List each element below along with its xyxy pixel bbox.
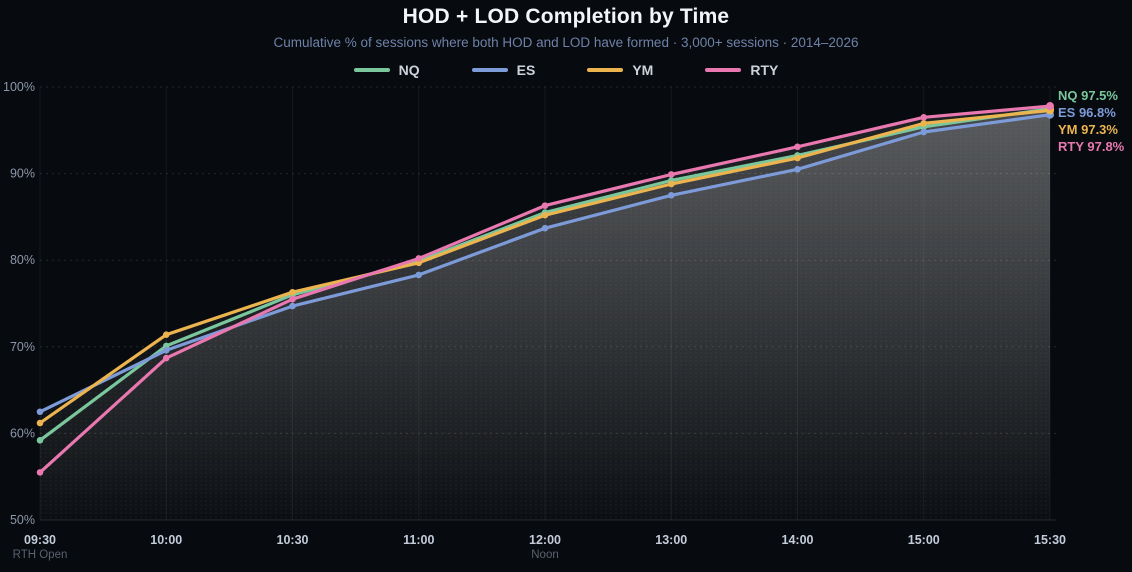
data-point-ym-13:00 — [667, 180, 675, 188]
legend-swatch-rty-icon — [705, 68, 742, 72]
x-tick-label-10:30: 10:30 — [277, 533, 309, 547]
x-tick-label-15:00: 15:00 — [908, 533, 940, 547]
chart-legend: NQ ES YM RTY — [0, 62, 1132, 78]
data-point-rty-13:00 — [667, 171, 675, 178]
x-context-label-rth-open: RTH Open — [13, 549, 68, 561]
x-tick-label-15:30: 15:30 — [1034, 533, 1066, 547]
x-tick-label-09:30: 09:30 — [24, 533, 56, 547]
data-point-ym-10:30 — [289, 288, 296, 296]
data-point-rty-10:30 — [289, 295, 296, 303]
legend-label-ym: YM — [632, 62, 654, 78]
end-label-es: ES 96.8% — [1058, 105, 1116, 120]
x-tick-label-12:00: 12:00 — [529, 533, 561, 547]
end-label-nq: NQ 97.5% — [1058, 88, 1118, 103]
data-point-rty-10:00 — [162, 354, 170, 362]
x-tick-label-13:00: 13:00 — [655, 533, 687, 547]
data-point-nq-09:30 — [36, 437, 44, 444]
legend-item-rty[interactable]: RTY — [705, 62, 778, 78]
series-end-labels: NQ 97.5% ES 96.8% YM 97.3% RTY 97.8% — [1058, 87, 1124, 155]
data-point-rty-14:00 — [794, 143, 801, 151]
y-tick-label-60: 60% — [10, 426, 35, 440]
data-point-es-15:00 — [920, 128, 928, 136]
data-point-es-11:00 — [415, 271, 423, 279]
y-tick-label-70: 70% — [10, 340, 35, 354]
data-point-es-12:00 — [541, 224, 549, 232]
data-point-es-13:00 — [667, 191, 675, 199]
data-point-ym-12:00 — [541, 211, 549, 219]
data-point-es-14:00 — [794, 165, 801, 173]
data-point-rty-15:00 — [920, 114, 928, 121]
data-point-ym-10:00 — [162, 331, 170, 338]
data-point-rty-09:30 — [36, 469, 44, 476]
legend-label-es: ES — [516, 62, 536, 78]
legend-label-nq: NQ — [398, 62, 420, 78]
x-tick-label-11:00: 11:00 — [403, 533, 434, 547]
legend-swatch-ym-icon — [587, 68, 624, 72]
y-tick-label-80: 80% — [10, 253, 35, 267]
data-point-rty-12:00 — [541, 202, 549, 209]
legend-item-es[interactable]: ES — [471, 62, 536, 78]
data-point-ym-09:30 — [36, 419, 44, 427]
legend-item-ym[interactable]: YM — [587, 62, 653, 78]
legend-swatch-es-icon — [471, 68, 508, 72]
legend-swatch-nq-icon — [353, 68, 390, 72]
data-point-es-10:30 — [289, 302, 296, 310]
data-point-es-09:30 — [36, 408, 44, 416]
data-point-ym-15:00 — [920, 120, 928, 127]
end-label-rty: RTY 97.8% — [1058, 139, 1125, 154]
y-tick-label-90: 90% — [10, 167, 35, 181]
x-context-label-noon: Noon — [531, 549, 559, 561]
legend-item-nq[interactable]: NQ — [353, 62, 420, 78]
data-point-es-10:00 — [162, 346, 170, 354]
data-point-ym-14:00 — [794, 154, 801, 162]
end-label-ym: YM 97.3% — [1058, 122, 1118, 137]
data-point-rty-15:30 — [1046, 102, 1054, 111]
y-tick-label-50: 50% — [10, 513, 35, 527]
area-texture — [40, 106, 1050, 520]
legend-label-rty: RTY — [750, 62, 779, 78]
x-tick-label-14:00: 14:00 — [782, 533, 814, 547]
x-tick-label-10:00: 10:00 — [150, 533, 182, 547]
y-tick-label-100: 100% — [3, 80, 35, 94]
data-point-rty-11:00 — [415, 255, 423, 262]
